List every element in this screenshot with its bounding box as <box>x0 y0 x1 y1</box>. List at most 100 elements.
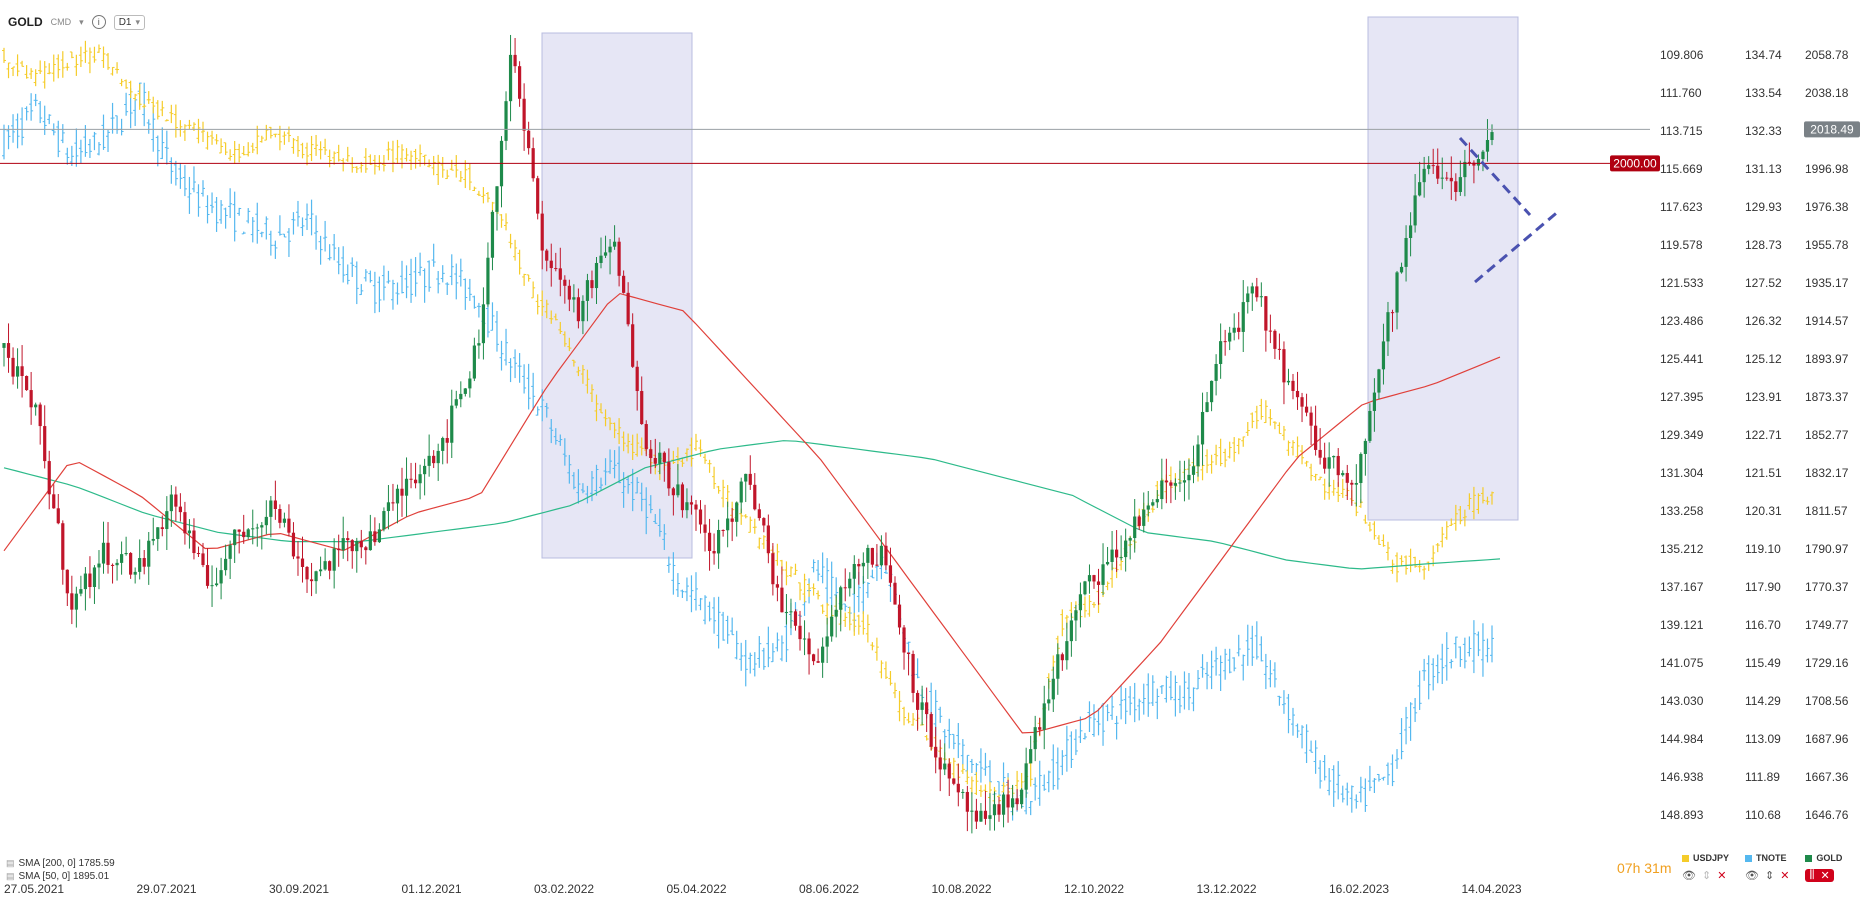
gold-candle <box>201 553 205 566</box>
gold-candle <box>1029 749 1033 764</box>
gold-candle <box>689 502 694 505</box>
gold-candle <box>640 391 644 425</box>
usdjpy-axis-label: 146.938 <box>1660 770 1704 784</box>
info-icon[interactable]: i <box>91 15 106 29</box>
tnote-axis-label: 133.54 <box>1745 86 1782 100</box>
gold-candle <box>662 452 666 463</box>
gold-candle <box>1092 575 1096 582</box>
gold-candle <box>1124 540 1128 558</box>
gold-candle <box>1096 581 1101 585</box>
gold-candle <box>242 531 246 538</box>
gold-candle <box>590 280 594 289</box>
gold-candle <box>608 246 612 253</box>
gold-candle <box>436 450 440 464</box>
gold-candle <box>1128 538 1132 541</box>
gold-candle <box>332 548 336 571</box>
price-tag: 2000.00 <box>1610 155 1660 172</box>
gold-candle <box>350 540 354 552</box>
timeframe-select[interactable]: D1 ▾ <box>113 14 146 30</box>
gold-candle <box>1485 140 1490 152</box>
gold-candle <box>1449 177 1453 182</box>
gold-candle <box>1164 480 1168 483</box>
sort-icon[interactable]: ⇕ <box>1701 870 1712 882</box>
gold-candle <box>1277 348 1282 350</box>
gold-candle <box>694 504 698 510</box>
gold-candle <box>821 646 825 663</box>
gold-candle <box>789 611 793 613</box>
gold-candle <box>296 556 300 559</box>
gold-candle <box>165 511 169 530</box>
usdjpy-axis-label: 133.258 <box>1660 504 1704 518</box>
eye-icon[interactable]: 👁 <box>1745 870 1759 882</box>
indicator-legend: ▤ SMA [200, 0] 1785.59 ▤ SMA [50, 0] 189… <box>6 857 115 883</box>
gold-candle <box>1454 181 1458 192</box>
gold-candle <box>174 494 178 507</box>
gold-candle <box>816 661 820 663</box>
candles-icon[interactable]: ⫼ <box>1809 869 1815 881</box>
gold-candle <box>1246 293 1250 303</box>
gold-candle <box>377 529 381 543</box>
eye-icon[interactable]: 👁 <box>1682 870 1696 882</box>
gold-candle <box>386 502 391 512</box>
countdown-minutes: 31 <box>1644 860 1660 876</box>
gold-candle <box>97 563 101 568</box>
gold-candle <box>739 481 743 503</box>
gold-candle <box>897 604 902 628</box>
gold-candle <box>979 810 983 822</box>
gold-candle <box>712 551 716 554</box>
gold-candle <box>1395 272 1399 313</box>
tnote-axis-label: 115.49 <box>1745 656 1781 670</box>
gold-candle <box>653 458 657 464</box>
usdjpy-axis-label: 135.212 <box>1660 542 1704 556</box>
gold-axis-label: 1708.56 <box>1805 694 1849 708</box>
close-icon[interactable]: ✕ <box>1780 870 1790 882</box>
gold-candle <box>79 589 83 594</box>
sma200-legend[interactable]: ▤ SMA [200, 0] 1785.59 <box>6 857 115 870</box>
gold-candle <box>545 250 549 261</box>
sort-icon[interactable]: ⇕ <box>1764 870 1775 882</box>
gold-candle <box>667 462 671 489</box>
gold-candle <box>848 578 852 589</box>
gold-axis-label: 1955.78 <box>1805 238 1849 252</box>
gold-candle <box>106 542 110 565</box>
indicator-settings-icon[interactable]: ▤ <box>6 858 15 868</box>
gold-candle <box>599 255 603 263</box>
gold-candle <box>857 564 861 567</box>
gold-candle <box>1074 610 1078 621</box>
gold-candle <box>567 285 571 300</box>
chevron-down-icon: ▾ <box>135 16 141 27</box>
symbol-name[interactable]: GOLD <box>8 15 43 29</box>
gold-candle <box>409 478 413 480</box>
gold-candle <box>784 612 789 614</box>
gold-candle <box>210 585 214 587</box>
gold-candle <box>649 449 653 459</box>
gold-candle <box>364 547 368 551</box>
gold-candle <box>1133 516 1137 539</box>
chevron-down-icon[interactable]: ▾ <box>79 16 84 27</box>
gold-candle <box>974 810 979 822</box>
timeframe-value: D1 <box>118 16 132 28</box>
usdjpy-swatch <box>1682 854 1689 862</box>
tnote-axis-label: 111.89 <box>1745 770 1780 784</box>
indicator-settings-icon[interactable]: ▤ <box>6 871 15 881</box>
gold-candle <box>947 763 951 779</box>
tnote-axis-label: 132.33 <box>1745 124 1782 138</box>
gold-candle <box>906 652 911 654</box>
gold-candle <box>373 531 377 543</box>
gold-candle <box>612 241 617 247</box>
countdown-h-unit: h <box>1632 860 1641 876</box>
gold-candle <box>1024 763 1028 790</box>
gold-candle <box>359 540 363 548</box>
gold-candle <box>517 66 522 99</box>
close-icon[interactable]: ✕ <box>1820 870 1830 882</box>
trendline-lower[interactable] <box>1474 208 1561 284</box>
trendline-upper[interactable] <box>1458 136 1532 217</box>
usdjpy-axis-label: 123.486 <box>1660 314 1704 328</box>
sma50-legend[interactable]: ▤ SMA [50, 0] 1895.01 <box>6 870 115 883</box>
gold-candle <box>124 553 128 555</box>
gold-candle <box>278 509 282 523</box>
date-axis-label: 05.04.2022 <box>667 882 727 896</box>
gold-candle <box>1069 620 1073 642</box>
close-icon[interactable]: ✕ <box>1717 870 1727 882</box>
